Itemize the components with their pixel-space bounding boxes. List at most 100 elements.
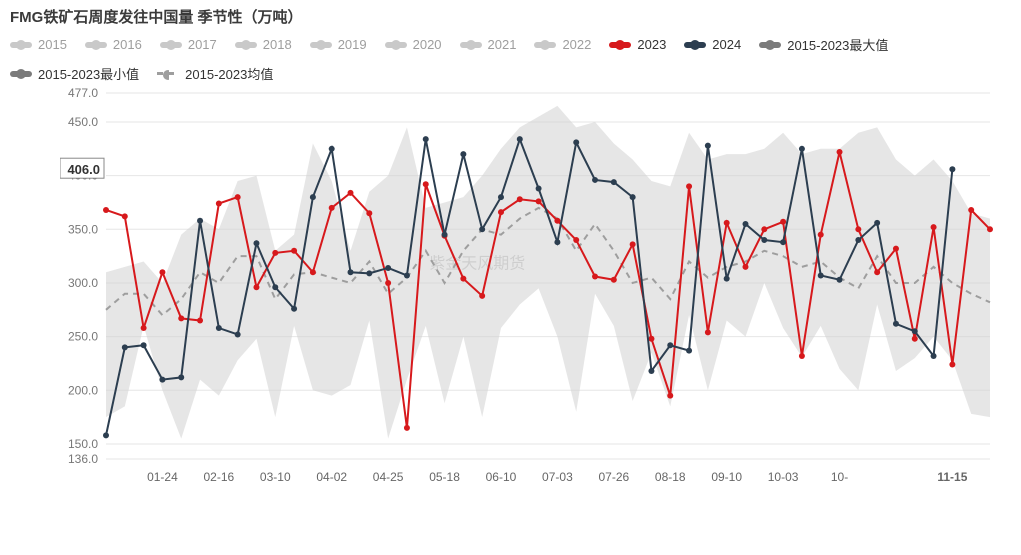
series-2023-point (460, 276, 466, 282)
svg-text:11-15: 11-15 (937, 470, 967, 484)
series-2024-point (799, 146, 805, 152)
series-2023-point (197, 318, 203, 324)
series-2023-point (987, 226, 993, 232)
series-2024-point (592, 177, 598, 183)
svg-text:08-18: 08-18 (655, 470, 686, 484)
legend-swatch (85, 42, 107, 48)
series-2024-point (159, 377, 165, 383)
series-2024-point (855, 237, 861, 243)
legend-item-2015-2023均值[interactable]: 2015-2023均值 (157, 64, 273, 83)
svg-text:09-10: 09-10 (711, 470, 742, 484)
legend-item-2020[interactable]: 2020 (385, 35, 442, 54)
series-2024-point (178, 374, 184, 380)
series-2024-point (122, 344, 128, 350)
last-value-label: 406.0 (67, 162, 100, 177)
series-2024-point (517, 136, 523, 142)
series-2023-point (611, 277, 617, 283)
legend-item-2021[interactable]: 2021 (460, 35, 517, 54)
legend-label: 2015 (38, 37, 67, 52)
legend-item-2015[interactable]: 2015 (10, 35, 67, 54)
svg-text:250.0: 250.0 (68, 330, 98, 344)
series-2023-point (667, 393, 673, 399)
legend-item-2018[interactable]: 2018 (235, 35, 292, 54)
legend-swatch (10, 42, 32, 48)
series-2023-point (761, 226, 767, 232)
series-2024-point (498, 194, 504, 200)
series-2024-point (818, 272, 824, 278)
legend-swatch (310, 42, 332, 48)
legend-swatch (759, 42, 781, 48)
legend-item-2022[interactable]: 2022 (534, 35, 591, 54)
series-2023-point (423, 181, 429, 187)
series-2024-point (423, 136, 429, 142)
series-2023-point (968, 207, 974, 213)
legend-swatch (684, 42, 706, 48)
legend-swatch (10, 71, 32, 77)
legend-item-2024[interactable]: 2024 (684, 35, 741, 54)
series-2023-point (310, 269, 316, 275)
svg-text:477.0: 477.0 (68, 87, 98, 100)
series-2024-point (893, 321, 899, 327)
series-2024-point (197, 218, 203, 224)
svg-text:02-16: 02-16 (203, 470, 234, 484)
series-2024-point (611, 179, 617, 185)
series-2024-point (648, 368, 654, 374)
series-2023-point (253, 284, 259, 290)
series-2023-point (630, 241, 636, 247)
series-2024-point (460, 151, 466, 157)
series-2023-point (404, 425, 410, 431)
series-2024-point (310, 194, 316, 200)
svg-text:150.0: 150.0 (68, 437, 98, 451)
series-2023-point (780, 219, 786, 225)
svg-text:10-: 10- (831, 470, 848, 484)
series-2024-point (874, 220, 880, 226)
series-2023-point (742, 264, 748, 270)
legend-item-2023[interactable]: 2023 (609, 35, 666, 54)
legend-swatch (160, 42, 182, 48)
series-2023-point (931, 224, 937, 230)
series-2023-point (855, 226, 861, 232)
svg-text:01-24: 01-24 (147, 470, 178, 484)
series-2024-point (291, 306, 297, 312)
legend-item-2015-2023最大值[interactable]: 2015-2023最大值 (759, 35, 888, 54)
legend-item-2017[interactable]: 2017 (160, 35, 217, 54)
svg-text:200.0: 200.0 (68, 383, 98, 397)
series-2023-point (272, 250, 278, 256)
series-2024-point (536, 186, 542, 192)
series-2024-point (630, 194, 636, 200)
legend-swatch (157, 72, 179, 75)
series-2024-point (573, 139, 579, 145)
series-2023-point (799, 353, 805, 359)
line-chart-svg: 136.0150.0200.0250.0300.0350.0400.0450.0… (60, 87, 996, 487)
chart-title: FMG铁矿石周度发往中国量 季节性（万吨） (0, 0, 1021, 29)
svg-text:04-25: 04-25 (373, 470, 404, 484)
legend-swatch (609, 42, 631, 48)
legend-label: 2024 (712, 37, 741, 52)
series-2023-point (573, 237, 579, 243)
series-2023-point (874, 269, 880, 275)
legend-label: 2021 (488, 37, 517, 52)
series-2024-point (912, 328, 918, 334)
legend-label: 2018 (263, 37, 292, 52)
series-2023-point (479, 293, 485, 299)
legend-item-2019[interactable]: 2019 (310, 35, 367, 54)
svg-text:136.0: 136.0 (68, 452, 98, 466)
series-2023-point (178, 315, 184, 321)
legend-swatch (534, 42, 556, 48)
series-2023-point (517, 196, 523, 202)
series-2023-point (554, 218, 560, 224)
legend-item-2015-2023最小值[interactable]: 2015-2023最小值 (10, 64, 139, 83)
legend-label: 2020 (413, 37, 442, 52)
legend-swatch (385, 42, 407, 48)
series-2024-point (949, 166, 955, 172)
series-2023-point (837, 149, 843, 155)
legend-item-2016[interactable]: 2016 (85, 35, 142, 54)
legend-label: 2015-2023最大值 (787, 35, 888, 54)
series-2024-point (385, 265, 391, 271)
legend-swatch (235, 42, 257, 48)
legend-label: 2015-2023均值 (185, 64, 273, 83)
series-2024-point (931, 353, 937, 359)
legend-label: 2016 (113, 37, 142, 52)
svg-text:10-03: 10-03 (768, 470, 799, 484)
series-2024-point (742, 221, 748, 227)
